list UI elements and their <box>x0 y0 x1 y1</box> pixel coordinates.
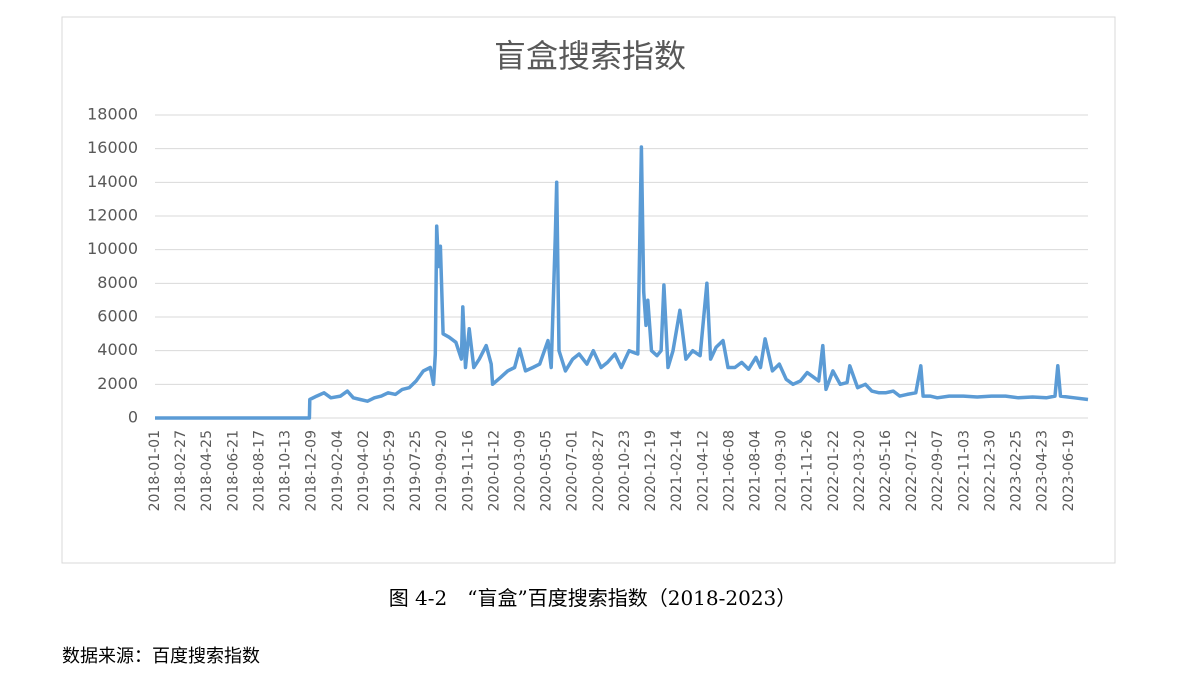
caption: 图 4-2 “盲盒”百度搜索指数（2018-2023） <box>388 586 797 610</box>
line-series <box>155 145 1089 420</box>
x-tick-label: 2018-01-01 <box>147 430 163 511</box>
y-tick-label: 4000 <box>97 340 138 359</box>
x-tick-label: 2022-01-22 <box>826 430 842 511</box>
x-tick-label: 2022-12-30 <box>982 430 998 511</box>
x-tick-label: 2020-01-12 <box>486 430 502 511</box>
y-tick-label: 14000 <box>87 172 138 191</box>
x-tick-label: 2021-06-08 <box>721 430 737 511</box>
x-tick-label: 2020-05-05 <box>539 430 555 511</box>
x-tick-label: 2021-02-14 <box>669 430 685 511</box>
x-tick-label: 2022-07-12 <box>904 430 920 511</box>
y-tick-label: 6000 <box>97 307 138 326</box>
source-note: 数据来源：百度搜索指数 <box>62 646 260 667</box>
x-tick-label: 2020-07-01 <box>565 430 581 511</box>
x-tick-label: 2019-11-16 <box>460 430 476 511</box>
x-tick-label: 2019-02-04 <box>330 430 346 511</box>
x-tick-label: 2018-02-27 <box>173 430 189 511</box>
x-tick-label: 2019-05-29 <box>382 430 398 511</box>
x-tick-label: 2020-08-27 <box>591 430 607 511</box>
x-tick-label: 2019-07-25 <box>408 430 424 511</box>
y-tick-label: 2000 <box>97 374 138 393</box>
x-tick-label: 2021-08-04 <box>747 430 763 511</box>
y-tick-label: 8000 <box>97 273 138 292</box>
x-tick-label: 2018-04-25 <box>199 430 215 511</box>
x-tick-label: 2021-04-12 <box>695 430 711 511</box>
x-tick-label: 2018-12-09 <box>304 430 320 511</box>
y-tick-label: 16000 <box>87 138 138 157</box>
x-tick-label: 2023-04-23 <box>1035 430 1051 511</box>
x-tick-label: 2022-11-03 <box>956 430 972 511</box>
x-tick-label: 2020-03-09 <box>513 430 529 511</box>
x-tick-label: 2020-10-23 <box>617 430 633 511</box>
x-tick-label: 2020-12-19 <box>643 430 659 511</box>
chart-title: 盲盒搜索指数 <box>494 37 686 75</box>
y-tick-label: 18000 <box>87 105 138 124</box>
x-tick-label: 2023-02-25 <box>1009 430 1025 511</box>
chart: 盲盒搜索指数 0 2000 4000 6000 8000 10000 12000 14000 1… <box>61 16 1116 564</box>
x-tick-label: 2022-09-07 <box>930 430 946 511</box>
x-tick-label: 2021-09-30 <box>774 430 790 511</box>
chart-frame <box>61 16 1116 564</box>
x-tick-label: 2019-09-20 <box>434 430 450 511</box>
x-tick-label: 2018-10-13 <box>278 430 294 511</box>
x-tick-label: 2018-06-21 <box>225 430 241 511</box>
y-tick-label: 10000 <box>87 239 138 258</box>
x-tick-label: 2022-05-16 <box>878 430 894 511</box>
x-tick-label: 2018-08-17 <box>251 430 267 511</box>
x-tick-label: 2019-04-02 <box>356 430 372 511</box>
x-tick-label: 2022-03-20 <box>852 430 868 511</box>
x-tick-label: 2021-11-26 <box>800 430 816 511</box>
y-tick-label: 0 <box>128 408 138 427</box>
y-tick-label: 12000 <box>87 206 138 225</box>
x-tick-label: 2023-06-19 <box>1061 430 1077 511</box>
